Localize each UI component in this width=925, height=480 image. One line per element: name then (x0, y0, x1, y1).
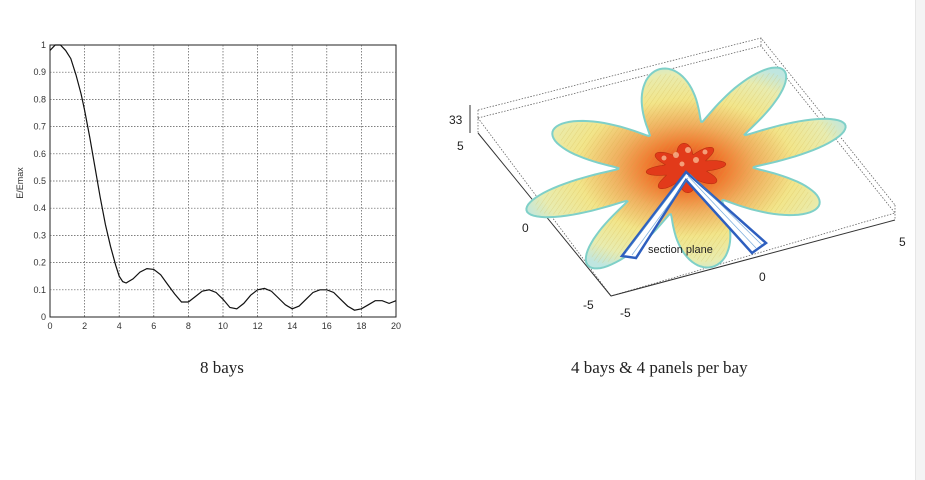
y-tick-label: 0.7 (33, 122, 46, 132)
y-tick-label: 0.9 (33, 67, 46, 77)
y-tick-label: 0.1 (33, 285, 46, 295)
x-tick-label: 8 (186, 321, 191, 331)
y-tick-label: 0 (41, 312, 46, 322)
3d-box-frame (477, 37, 896, 297)
y-tick-label: 0.3 (33, 230, 46, 240)
y-tick-label: 0.8 (33, 94, 46, 104)
z-tick-label: 5 (457, 139, 464, 153)
x-tick-label: 0 (47, 321, 52, 331)
y-tick-label: -5 (583, 298, 594, 312)
y-tick-label: 0.4 (33, 203, 46, 213)
caption-right: 4 bays & 4 panels per bay (571, 358, 748, 377)
x-tick-label: 6 (151, 321, 156, 331)
core-bumps (661, 147, 708, 167)
section-wall-shading (625, 173, 763, 256)
x-tick-label: 4 (117, 321, 122, 331)
x-tick-labels: 0 2 4 6 8 10 12 14 16 18 20 (47, 321, 401, 331)
x-tick-label: 2 (82, 321, 87, 331)
x-tick-label: 0 (759, 270, 766, 284)
x-tick-label: 12 (253, 321, 263, 331)
caption-left: 8 bays (200, 358, 244, 377)
y-tick-label: 1 (41, 40, 46, 50)
y-tick-label: 0.2 (33, 258, 46, 268)
series-line (49, 44, 397, 311)
x-tick-label: 5 (899, 235, 906, 249)
y-tick-labels: 0 0.1 0.2 0.3 0.4 0.5 0.6 0.7 0.8 0.9 1 (33, 40, 46, 322)
line-chart: 0 2 4 6 8 10 12 14 16 18 20 0 0.1 0.2 0.3 0.4 0.5 0.6 0.7… (15, 40, 401, 331)
surface-chart: section plane 33 5 0 -5 -5 0 5 (449, 37, 906, 320)
page-edge-strip (915, 0, 925, 480)
x-tick-label: 14 (287, 321, 297, 331)
x-tick-label: -5 (620, 306, 631, 320)
y-tick-label: 0.6 (33, 149, 46, 159)
z-tick-overlap: 33 (449, 113, 463, 127)
x-tick-label: 10 (218, 321, 228, 331)
x-tick-label: 16 (322, 321, 332, 331)
y-axis-label: E/Emax (15, 167, 25, 199)
y-tick-label: 0.5 (33, 176, 46, 186)
section-plane-label: section plane (648, 244, 713, 256)
surface-core (645, 143, 727, 193)
x-tick-label: 18 (356, 321, 366, 331)
y-tick-label: 0 (522, 221, 529, 235)
x-tick-label: 20 (391, 321, 401, 331)
